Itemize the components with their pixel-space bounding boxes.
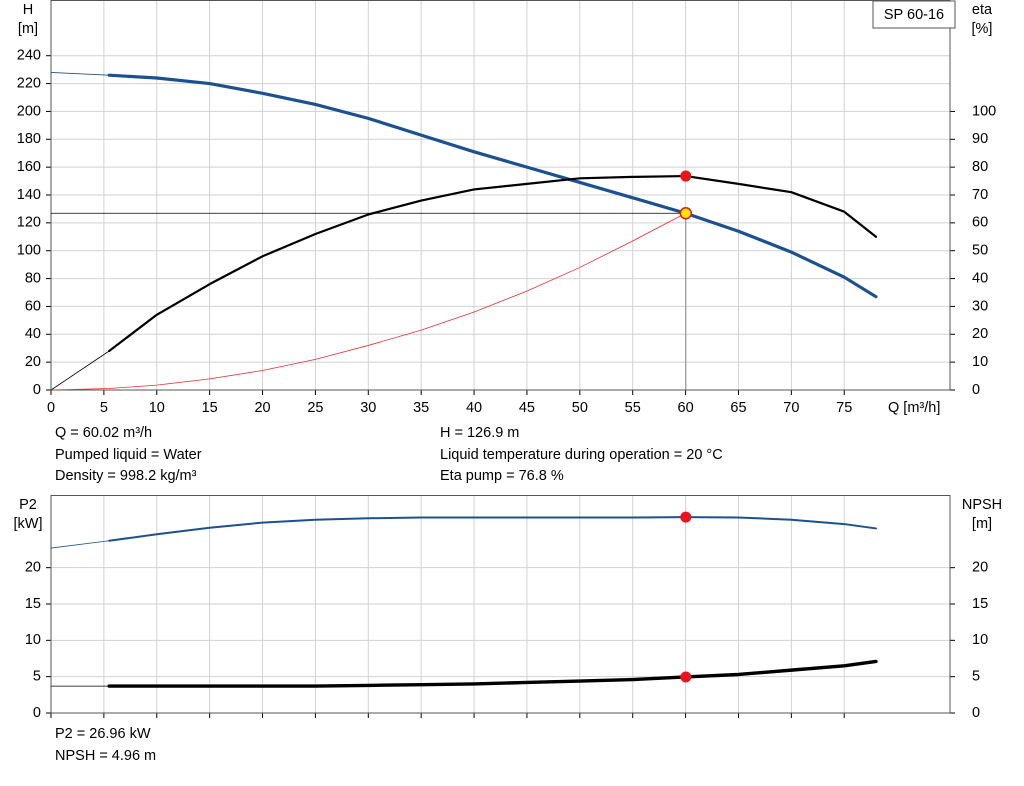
y2-tick-label: 100	[972, 103, 996, 119]
chart-title: SP 60-16	[884, 7, 944, 23]
y-tick-label: 5	[33, 668, 41, 684]
y-axis-label: H	[23, 2, 33, 18]
x-tick-label: 55	[625, 400, 641, 416]
x-tick-label: 60	[678, 400, 694, 416]
p2-point	[680, 511, 692, 523]
y2-tick-label: 60	[972, 215, 988, 231]
y2-axis-label: NPSH	[962, 497, 1002, 513]
info-text: Pumped liquid = Water	[55, 447, 202, 463]
curve	[107, 659, 878, 688]
x-axis-label: Q [m³/h]	[888, 400, 940, 416]
x-tick-label: 0	[47, 400, 55, 416]
x-tick-label: 35	[413, 400, 429, 416]
duty-point	[679, 206, 693, 220]
y2-tick-label: 50	[972, 243, 988, 259]
y2-tick-label: 20	[972, 326, 988, 342]
y-tick-label: 100	[17, 243, 41, 259]
x-tick-label: 25	[307, 400, 323, 416]
info-text: Liquid temperature during operation = 20…	[440, 447, 723, 463]
x-tick-label: 30	[360, 400, 376, 416]
curve	[50, 350, 110, 391]
info-text: P2 = 26.96 kW	[55, 726, 151, 742]
y-tick-label: 120	[17, 215, 41, 231]
y-tick-label: 60	[25, 298, 41, 314]
x-tick-label: 45	[519, 400, 535, 416]
y-tick-label: 20	[25, 354, 41, 370]
y-tick-label: 160	[17, 159, 41, 175]
y2-tick-label: 20	[972, 559, 988, 575]
y2-tick-label: 0	[972, 382, 980, 398]
y2-axis-unit: [m]	[972, 516, 992, 532]
x-tick-label: 10	[149, 400, 165, 416]
y-tick-label: 80	[25, 270, 41, 286]
y-tick-label: 220	[17, 75, 41, 91]
y2-tick-label: 70	[972, 187, 988, 203]
x-tick-label: 15	[202, 400, 218, 416]
y2-tick-label: 90	[972, 131, 988, 147]
x-tick-label: 50	[572, 400, 588, 416]
curve	[108, 516, 877, 542]
y2-tick-label: 10	[972, 354, 988, 370]
y-tick-label: 180	[17, 131, 41, 147]
x-tick-label: 40	[466, 400, 482, 416]
plot-frame	[50, 0, 951, 391]
info-text: H = 126.9 m	[440, 425, 519, 441]
x-tick-label: 75	[836, 400, 852, 416]
y2-axis-unit: [%]	[972, 21, 993, 37]
info-text: NPSH = 4.96 m	[55, 748, 156, 764]
curve	[108, 174, 878, 353]
y-tick-label: 0	[33, 705, 41, 721]
y-axis-label: P2	[19, 497, 37, 513]
info-text: Density = 998.2 kg/m³	[55, 468, 197, 484]
y-tick-label: 200	[17, 103, 41, 119]
npsh-point	[680, 671, 692, 683]
eta-point	[680, 170, 692, 182]
y-tick-label: 140	[17, 187, 41, 203]
curve	[107, 73, 878, 299]
curve	[50, 212, 686, 391]
y-tick-label: 20	[25, 559, 41, 575]
x-tick-label: 20	[254, 400, 270, 416]
plot-frame	[50, 495, 951, 714]
y2-tick-label: 0	[972, 705, 980, 721]
y-axis-unit: [m]	[18, 21, 38, 37]
y-tick-label: 40	[25, 326, 41, 342]
y-axis-unit: [kW]	[14, 516, 43, 532]
info-text: Q = 60.02 m³/h	[55, 425, 152, 441]
y2-tick-label: 10	[972, 632, 988, 648]
y-tick-label: 15	[25, 596, 41, 612]
y-tick-label: 10	[25, 632, 41, 648]
curve	[50, 540, 110, 549]
info-text: Eta pump = 76.8 %	[440, 468, 564, 484]
curve	[50, 72, 110, 76]
y2-tick-label: 30	[972, 298, 988, 314]
y2-tick-label: 5	[972, 668, 980, 684]
title-box	[872, 0, 956, 29]
y2-tick-label: 15	[972, 596, 988, 612]
y2-tick-label: 40	[972, 270, 988, 286]
y-tick-label: 240	[17, 48, 41, 64]
y2-tick-label: 80	[972, 159, 988, 175]
y2-axis-label: eta	[972, 2, 993, 18]
x-tick-label: 65	[730, 400, 746, 416]
x-tick-label: 70	[783, 400, 799, 416]
y-tick-label: 0	[33, 382, 41, 398]
x-tick-label: 5	[100, 400, 108, 416]
